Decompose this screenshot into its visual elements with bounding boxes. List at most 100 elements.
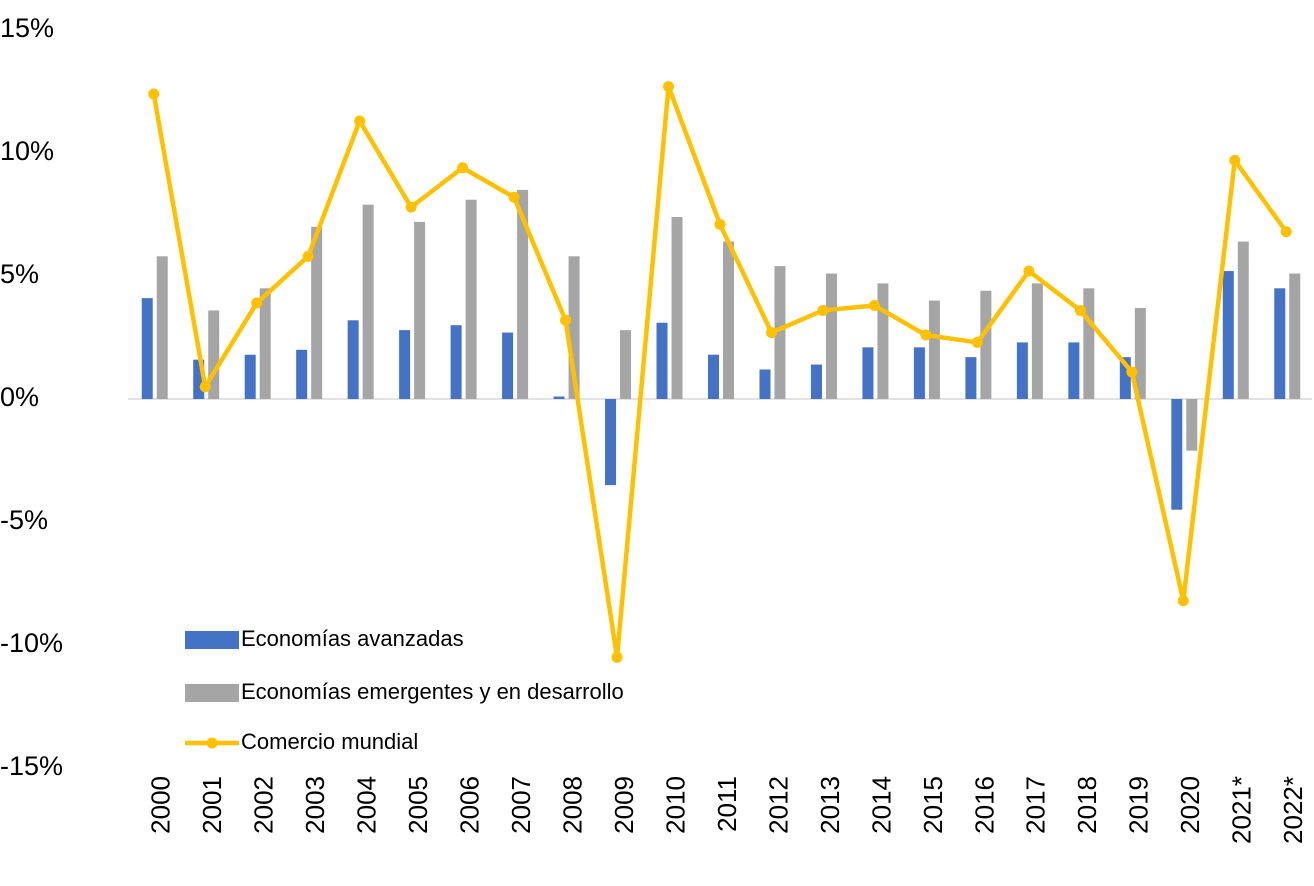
x-tick-label: 2007 (506, 776, 536, 834)
legend-label: Economías emergentes y en desarrollo (241, 679, 624, 704)
line-point (920, 329, 932, 341)
y-tick-label: -5% (0, 505, 48, 535)
bar (1289, 273, 1301, 399)
bar (568, 256, 580, 399)
bar (1222, 271, 1234, 399)
line-point (663, 81, 675, 93)
bar (553, 396, 565, 399)
x-tick-label: 2017 (1021, 776, 1051, 834)
x-tick-label: 2013 (815, 776, 845, 834)
bar (311, 226, 323, 399)
bar (1171, 399, 1183, 510)
line-point (354, 115, 366, 127)
legend-label: Economías avanzadas (241, 626, 464, 651)
bar (671, 216, 683, 399)
x-tick-label: 2016 (969, 776, 999, 834)
bar (877, 283, 889, 399)
bar (517, 189, 529, 399)
x-tick-label: 2022* (1278, 776, 1308, 844)
line-point (560, 314, 572, 326)
x-tick-label: 2020 (1175, 776, 1205, 834)
line-point (148, 88, 160, 100)
line-point (251, 297, 263, 309)
legend-swatch (185, 631, 239, 649)
bar (862, 347, 874, 399)
line-point (1074, 304, 1086, 316)
legend-label: Comercio mundial (241, 729, 418, 754)
line-point (714, 218, 726, 230)
bar (1068, 342, 1080, 399)
x-tick-label: 2006 (454, 776, 484, 834)
line (151, 84, 1289, 660)
bar (399, 330, 411, 399)
bar (980, 290, 992, 399)
bar (1237, 241, 1249, 399)
x-tick-label: 2021* (1227, 776, 1257, 844)
bar (825, 273, 837, 399)
x-tick-label: 2009 (609, 776, 639, 834)
x-tick-label: 2008 (557, 776, 587, 834)
bar (193, 359, 205, 399)
line-point (1177, 595, 1189, 607)
bar (1274, 288, 1286, 399)
line-point (302, 250, 314, 262)
bar (141, 298, 153, 399)
bar (362, 204, 374, 399)
y-tick-label: -10% (0, 628, 63, 658)
line-point (1126, 366, 1138, 378)
y-tick-label: 10% (0, 136, 54, 166)
x-tick-label: 2010 (660, 776, 690, 834)
bar (708, 354, 719, 399)
y-tick-label: 5% (0, 259, 39, 289)
bar (928, 300, 940, 399)
x-tick-label: 2005 (403, 776, 433, 834)
bar (774, 266, 786, 399)
bar (1119, 357, 1131, 399)
bar (208, 310, 220, 399)
line-point (1280, 226, 1292, 238)
bar (347, 320, 359, 399)
bar (1186, 399, 1198, 451)
line-point (765, 327, 777, 339)
x-tick-label: 2015 (918, 776, 948, 834)
bar (296, 349, 308, 399)
x-tick-label: 2014 (866, 776, 896, 834)
line-point (1023, 265, 1035, 277)
y-tick-label: 15% (0, 13, 54, 43)
x-tick-label: 2001 (197, 776, 227, 834)
line-point (199, 381, 211, 393)
line-point (817, 304, 829, 316)
x-tick-label: 2003 (300, 776, 330, 834)
x-tick-label: 2018 (1072, 776, 1102, 834)
bar (259, 288, 271, 399)
bar (465, 199, 477, 399)
bar (1134, 307, 1146, 399)
bar (620, 330, 632, 399)
line-point (611, 651, 623, 663)
bar (605, 399, 617, 486)
bar (1031, 283, 1043, 399)
bar (723, 241, 734, 399)
bar (759, 369, 771, 399)
line-point (405, 201, 417, 213)
bar (156, 256, 168, 399)
line-point (1229, 154, 1241, 166)
y-tick-label: 0% (0, 382, 39, 412)
bar (414, 221, 426, 399)
bar (913, 347, 925, 399)
line-point (971, 336, 983, 348)
bar (965, 357, 977, 399)
line-point (508, 191, 520, 203)
bar (502, 332, 514, 399)
legend-swatch (185, 684, 239, 702)
x-tick-label: 2012 (763, 776, 793, 834)
x-tick-label: 2019 (1124, 776, 1154, 834)
x-tick-label: 2000 (146, 776, 176, 834)
line-point (868, 300, 880, 312)
x-tick-label: 2002 (249, 776, 279, 834)
bar (244, 354, 256, 399)
y-tick-label: -15% (0, 751, 63, 781)
bar (656, 322, 668, 399)
x-tick-label: 2011 (712, 776, 742, 832)
